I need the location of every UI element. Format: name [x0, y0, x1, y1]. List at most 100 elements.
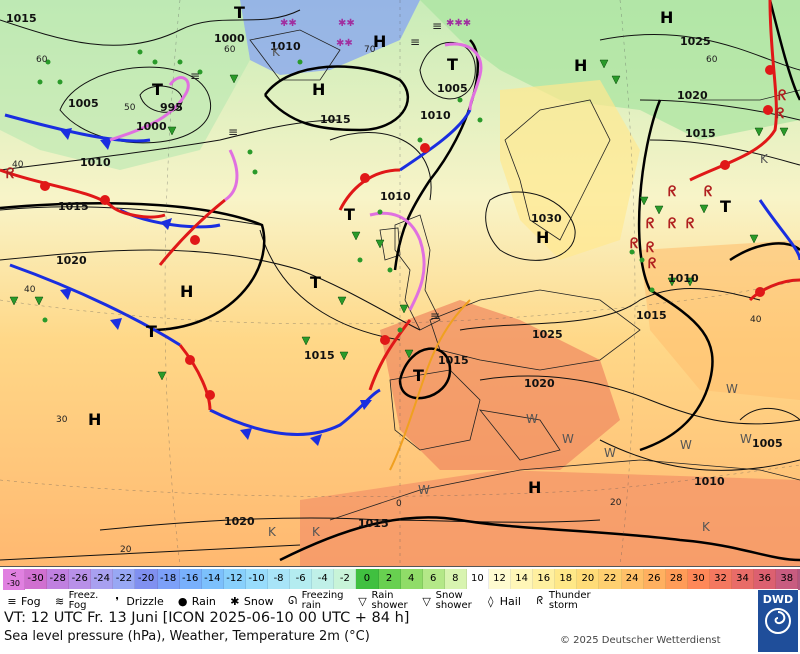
legend-item: ▽ Rain shower	[354, 590, 408, 611]
freezing-rain-icon: ᘏ	[288, 594, 298, 607]
rain-icon: ●	[177, 594, 188, 608]
scale-cell: 10	[466, 569, 489, 589]
legend-label: Rain shower	[371, 590, 408, 611]
legend-label: Freez. Fog	[68, 590, 99, 611]
svg-text:ᖇ: ᖇ	[668, 184, 677, 200]
graticule	[0, 0, 800, 566]
scale-cell: -14	[201, 569, 224, 589]
svg-text:ᖇ: ᖇ	[648, 256, 657, 272]
thick-isobars	[0, 0, 800, 562]
greenland-cold-area	[240, 0, 420, 75]
scale-cell: 4	[400, 569, 423, 589]
valid-time-label: VT: 12 UTC Fr. 13 Juni [ICON 2025-06-10 …	[4, 610, 410, 626]
north-atlantic-green	[0, 0, 250, 170]
legend-item: ❜ Drizzle	[108, 594, 164, 608]
legend-item: ᘏ Freezing rain	[284, 591, 344, 611]
scale-cell: -26	[69, 569, 92, 589]
legend-item: ≋ Freez. Fog	[51, 590, 99, 611]
snow-icon: ✱	[230, 594, 240, 608]
scale-cell: 30	[687, 569, 710, 589]
scale-cell: -18	[157, 569, 180, 589]
cold-front-triangles	[60, 128, 372, 446]
scale-cell: ≥40 °C	[798, 569, 800, 590]
scale-cell: -30	[25, 569, 48, 589]
scale-cell: 0	[356, 569, 379, 589]
fog-icon: ≡	[7, 594, 17, 608]
legend-label: Snow shower	[435, 590, 472, 611]
scale-cell: 22	[599, 569, 622, 589]
weather-symbol-legend: ≡ Fog ≋ Freez. Fog ❜ Drizzle ● Rain ✱ Snow ᘏ Freezi…	[3, 591, 758, 611]
svg-text:✱✱: ✱✱	[338, 18, 355, 29]
svg-text:ᖇ: ᖇ	[646, 240, 655, 256]
warm-front-bumps	[40, 65, 775, 400]
svg-text:ᖇ: ᖇ	[668, 216, 677, 232]
legend-label: Fog	[21, 594, 41, 608]
legend-item: ● Rain	[174, 595, 216, 608]
occlusions	[109, 42, 483, 311]
dwd-logo[interactable]: DWD	[758, 590, 798, 652]
hail-icon: ◊	[488, 594, 494, 608]
svg-text:≡: ≡	[228, 125, 238, 139]
weather-map: ✱✱ ✱✱ ✱✱✱✱✱ ᖇ ᖇᖇ ᖇ ᖇᖇ ᖇᖇᖇ ᖇᖇ ≡≡≡ ≡≡	[0, 0, 800, 566]
africa-hot-area	[300, 470, 800, 566]
legend-label: Freezing rain	[301, 590, 344, 611]
scale-cell: 28	[665, 569, 688, 589]
svg-text:≡: ≡	[410, 35, 420, 49]
scale-cell: 14	[511, 569, 534, 589]
copyright-label: © 2025 Deutscher Wetterdienst	[560, 635, 721, 646]
svg-text:ᖇ: ᖇ	[776, 106, 785, 122]
scale-cell: 16	[533, 569, 556, 589]
scale-cell: < -30	[3, 569, 25, 590]
isobars	[0, 9, 800, 561]
map-description: Sea level pressure (hPa), Weather, Tempe…	[4, 629, 370, 644]
svg-text:ᖇ: ᖇ	[646, 216, 655, 232]
scale-cell: 12	[488, 569, 512, 589]
legend-item: ▽ Snow shower	[418, 590, 472, 611]
svg-text:✱✱✱: ✱✱✱	[446, 18, 471, 29]
freezing-fog-icon: ≋	[55, 594, 65, 608]
scale-cell: -4	[312, 569, 335, 589]
svg-text:ᖇ: ᖇ	[6, 166, 15, 182]
legend-label: Drizzle	[126, 594, 164, 608]
snow-symbols: ✱✱ ✱✱ ✱✱✱✱✱	[280, 18, 471, 49]
thunderstorm-symbols: ᖇ ᖇᖇ ᖇ ᖇᖇ ᖇᖇᖇ ᖇᖇ	[6, 88, 787, 272]
dwd-swirl-icon	[765, 608, 791, 634]
fog-symbols: ≡ ≡ ≡ ≡ ≡	[190, 19, 442, 323]
legend-label: Rain	[191, 594, 216, 608]
scale-cell: 8	[444, 569, 467, 589]
scale-cell: -22	[113, 569, 136, 589]
cold-fronts	[4, 109, 800, 436]
scale-cell: -8	[268, 569, 291, 589]
legend-label: Hail	[499, 594, 521, 608]
scale-cell: 24	[621, 569, 644, 589]
legend-item: ✱ Snow	[226, 594, 274, 608]
rain-shower-icon: ▽	[358, 594, 367, 608]
scale-cell: 34	[732, 569, 755, 589]
scale-cell: 38	[776, 569, 799, 589]
scale-cell: 26	[643, 569, 666, 589]
scale-cell: -6	[290, 569, 313, 589]
svg-text:≡: ≡	[190, 69, 200, 83]
arctic-green-area	[420, 0, 800, 140]
scale-cell: -16	[179, 569, 202, 589]
drizzle-icon: ❜	[115, 594, 120, 608]
scale-cell: -10	[245, 569, 269, 589]
scale-cell: -12	[223, 569, 246, 589]
svg-text:ᖇ: ᖇ	[704, 184, 713, 200]
rain-symbols	[37, 49, 655, 333]
svg-text:✱✱: ✱✱	[280, 18, 297, 29]
legend-panel: < -30 -30 -28 -26 -24 -22 -20 -18 -16 -14 -12 -10 -8…	[0, 566, 800, 654]
legend-item: ᖇ Thunder storm	[531, 591, 591, 611]
svg-text:≡: ≡	[432, 19, 442, 33]
snow-shower-icon: ▽	[422, 594, 431, 608]
svg-text:ᖇ: ᖇ	[630, 236, 639, 252]
legend-label: Snow	[243, 594, 274, 608]
rain-shower-symbols	[9, 59, 789, 381]
legend-item: ◊ Hail	[482, 595, 521, 608]
scale-cell: -20	[135, 569, 158, 589]
scale-cell: 6	[422, 569, 445, 589]
scale-cell: -2	[334, 569, 357, 589]
legend-label: Thunder storm	[548, 590, 591, 611]
scale-cell: 2	[378, 569, 401, 589]
iberia-hot-area	[380, 300, 620, 470]
